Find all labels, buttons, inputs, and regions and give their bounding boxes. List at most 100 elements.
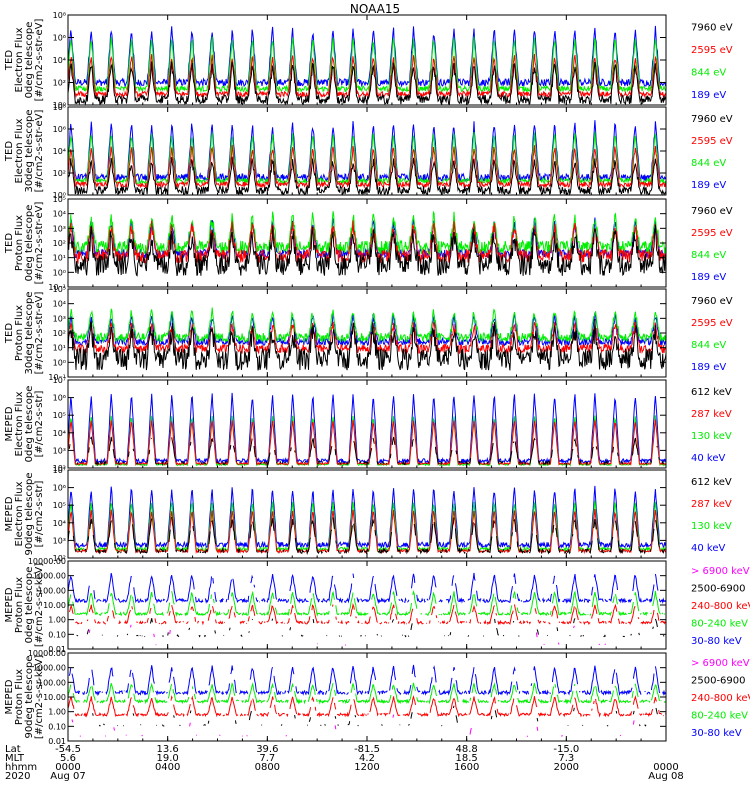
y-axis-label: 90deg telescope: [24, 655, 35, 738]
y-axis-label: MEPED: [4, 679, 15, 714]
legend-entry: 189 eV: [691, 272, 726, 283]
legend-entry: 189 eV: [691, 180, 726, 191]
series-line-black: [77, 618, 666, 637]
y-tick-label: 0.10: [48, 722, 66, 731]
series-line-blue: [67, 572, 667, 605]
y-tick-label: 100.00: [38, 678, 66, 687]
y-tick-label: 10⁴: [53, 147, 66, 156]
y-tick-label: 10.00: [43, 601, 66, 610]
y-axis-label: 0deg telescope: [24, 567, 35, 644]
series-line-black: [93, 706, 666, 726]
y-axis-label: [#/cm2-s-str-eV]: [34, 110, 45, 193]
panel-2: 10⁰ 10² 10⁴ 10⁶ 10⁸ TED Electron Flux 30deg tel…: [4, 103, 733, 200]
y-tick-label: 10⁴: [53, 300, 66, 309]
legend-entry: 844 eV: [691, 67, 726, 78]
y-axis-label: Electron Flux: [14, 27, 25, 92]
y-tick-label: 100.00: [38, 586, 66, 595]
y-tick-label: 10⁵: [53, 501, 66, 510]
y-tick-label: 10⁶: [53, 484, 66, 493]
legend-entry: 30-80 keV: [691, 636, 742, 647]
series-line-green: [67, 307, 667, 343]
y-axis-label: 0deg telescope: [24, 22, 35, 99]
y-axis-label: Proton Flux: [14, 215, 25, 271]
y-axis-label: Proton Flux: [14, 669, 25, 725]
legend-entry: 287 keV: [691, 499, 732, 510]
y-tick-label: 10³: [53, 536, 66, 545]
y-tick-label: 10⁷: [53, 376, 66, 385]
y-tick-label: 10³: [53, 224, 66, 233]
y-tick-label: 1000.00: [33, 572, 66, 581]
legend-entry: 844 eV: [691, 158, 726, 169]
series-line-green: [67, 210, 667, 256]
x-axis-value: 1600: [454, 762, 479, 773]
y-axis-label: [#/cm2-s-str]: [34, 480, 45, 547]
panel-frame: [67, 652, 667, 742]
y-tick-label: 1000.00: [33, 664, 66, 673]
y-tick-label: 10⁴: [53, 519, 66, 528]
x-axis-value: 5.6: [60, 753, 76, 764]
x-axis-value: 0000: [55, 762, 80, 773]
y-axis-label: Electron Flux: [14, 481, 25, 546]
x-axis-value: 7.7: [259, 753, 275, 764]
legend-entry: 612 keV: [691, 387, 732, 398]
y-axis-label: MEPED: [4, 406, 15, 441]
legend-entry: 30-80 keV: [691, 728, 742, 739]
y-tick-label: 0.10: [48, 630, 66, 639]
panel-frame: [67, 560, 667, 650]
y-tick-label: 10⁰: [53, 191, 66, 200]
y-tick-label: 10.00: [43, 693, 66, 702]
legend-entry: 40 keV: [691, 453, 725, 464]
x-axis-value: 4.2: [359, 753, 375, 764]
x-row-label: hhmm: [5, 762, 37, 773]
y-tick-label: 10¹: [53, 344, 66, 353]
x-axis-value: 18.5: [456, 753, 478, 764]
series-line-blue: [67, 25, 667, 88]
y-axis-label: 0deg telescope: [24, 205, 35, 282]
panel-3: 10⁻¹ 10⁰ 10¹ 10² 10³ 10⁴ 10⁵ TED Proton Flux 0deg…: [4, 195, 733, 292]
legend-entry: 130 keV: [691, 521, 732, 532]
y-tick-label: 10²: [53, 329, 66, 338]
x-axis-value: 0000: [653, 762, 678, 773]
y-tick-label: 10²: [53, 554, 66, 563]
y-axis-label: Electron Flux: [14, 118, 25, 183]
legend-entry: 2500-6900: [691, 675, 746, 686]
y-axis-label: [#/cm2-s-str]: [34, 390, 45, 457]
legend-entry: 2595 eV: [691, 45, 733, 56]
y-tick-label: 10⁶: [53, 34, 66, 43]
x-axis-value: 39.6: [256, 744, 278, 755]
y-tick-label: 10⁴: [53, 429, 66, 438]
y-tick-label: 10²: [53, 79, 66, 88]
y-tick-label: 1.00: [48, 708, 66, 717]
y-axis-label: 0deg telescope: [24, 386, 35, 463]
legend-entry: 2595 eV: [691, 318, 733, 329]
series-line-red: [67, 53, 667, 99]
y-axis-label: TED: [4, 50, 15, 71]
x-row-label: MLT: [5, 753, 25, 764]
y-tick-label: 0.01: [48, 737, 66, 746]
series-line-black: [67, 318, 667, 371]
panel-4: 10⁻¹ 10⁰ 10¹ 10² 10³ 10⁴ 10⁵ TED Proton Flux 30de…: [4, 285, 733, 382]
y-axis-label: [#/cm2-s-sr-keV]: [34, 655, 45, 739]
x-row-label: 2020: [5, 771, 30, 782]
series-line-blue: [68, 664, 666, 697]
legend-entry: 240-800 keV: [691, 693, 750, 704]
y-axis-label: TED: [4, 323, 15, 344]
y-tick-label: 10⁰: [53, 358, 66, 367]
series-line-red: [68, 602, 667, 626]
y-tick-label: 10000.00: [28, 649, 66, 658]
x-axis-value: 0800: [255, 762, 280, 773]
y-tick-label: 10⁶: [53, 394, 66, 403]
legend-entry: 7960 eV: [691, 22, 733, 33]
x-axis-value: Aug 07: [50, 771, 85, 782]
y-axis-label: [#/cm2-s-str-eV]: [34, 292, 45, 375]
series-line-magenta: [89, 625, 663, 646]
series-line-red: [67, 220, 667, 265]
panel-5: 10² 10³ 10⁴ 10⁵ 10⁶ 10⁷ MEPED Electron Flux 0deg…: [4, 376, 732, 473]
y-axis-label: [#/cm2-s-sr-keV]: [34, 563, 45, 647]
y-tick-label: 10³: [53, 314, 66, 323]
x-axis-value: -54.5: [55, 744, 81, 755]
x-axis-value: 19.0: [157, 753, 179, 764]
legend-entry: > 6900 keV: [691, 566, 750, 577]
y-tick-label: 10²: [53, 169, 66, 178]
x-axis-value: -81.5: [354, 744, 380, 755]
